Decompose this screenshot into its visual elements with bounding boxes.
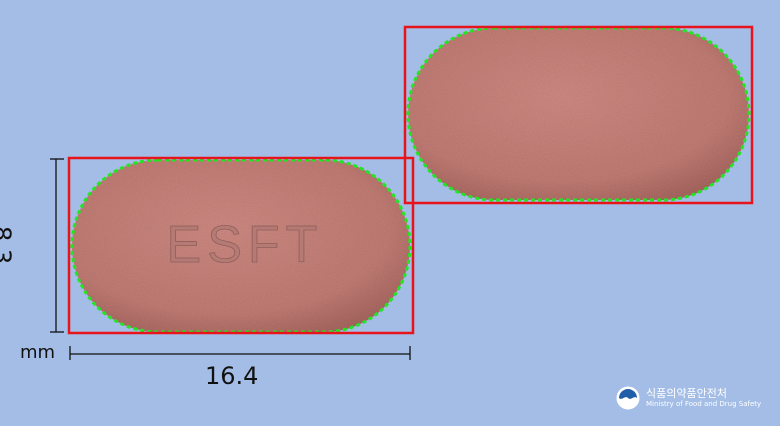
height-value: 8.3 [0, 226, 16, 265]
agency-name-en: Ministry of Food and Drug Safety [646, 399, 762, 408]
pill-back-bbox [403, 25, 754, 205]
unit-label: mm [20, 342, 56, 363]
pill-front-bbox [67, 156, 415, 335]
width-dimension-line [69, 346, 411, 360]
height-dimension-line [50, 158, 64, 333]
pill-imprint: ESFT [167, 216, 324, 274]
pill-front: ESFT [67, 156, 415, 335]
pill-back [403, 25, 754, 205]
width-value: 16.4 [205, 362, 259, 390]
agency-logo: 식품의약품안전처 Ministry of Food and Drug Safet… [616, 386, 761, 410]
agency-emblem-icon [616, 386, 640, 410]
agency-name-ko: 식품의약품안전처 [646, 386, 727, 400]
